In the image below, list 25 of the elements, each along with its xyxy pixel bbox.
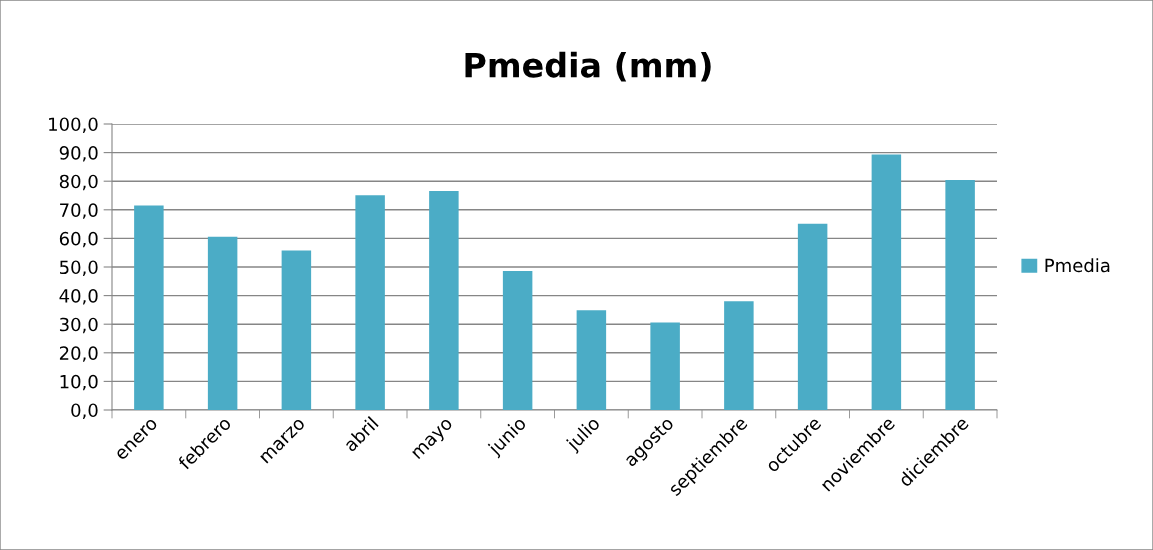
y-tick-label: 10,0 [60, 374, 98, 391]
bar [281, 250, 312, 410]
bar [945, 180, 975, 410]
y-tick-label: 30,0 [59, 317, 98, 334]
y-tick-label: 70,0 [60, 203, 98, 219]
y-tick-label: 20,0 [59, 346, 98, 362]
y-tick-label: 0,0 [71, 403, 98, 419]
bar [650, 322, 680, 410]
bar [724, 301, 754, 410]
bar [576, 310, 607, 410]
bar [429, 190, 459, 410]
y-tick-label: 50,0 [60, 260, 98, 276]
bar [797, 223, 828, 410]
chart-title: Pmedia (mm) [465, 51, 711, 82]
legend-label: Pmedia [1045, 258, 1110, 273]
y-tick-label: 90,0 [59, 146, 98, 162]
bar [355, 195, 385, 410]
bar [871, 154, 902, 410]
bar [134, 205, 164, 410]
y-tick-label: 80,0 [59, 174, 98, 191]
bar [502, 271, 533, 410]
y-tick-label: 100,0 [49, 117, 98, 133]
y-tick-label: 60,0 [59, 231, 98, 248]
bar [207, 236, 238, 410]
y-tick-label: 40,0 [59, 289, 98, 305]
